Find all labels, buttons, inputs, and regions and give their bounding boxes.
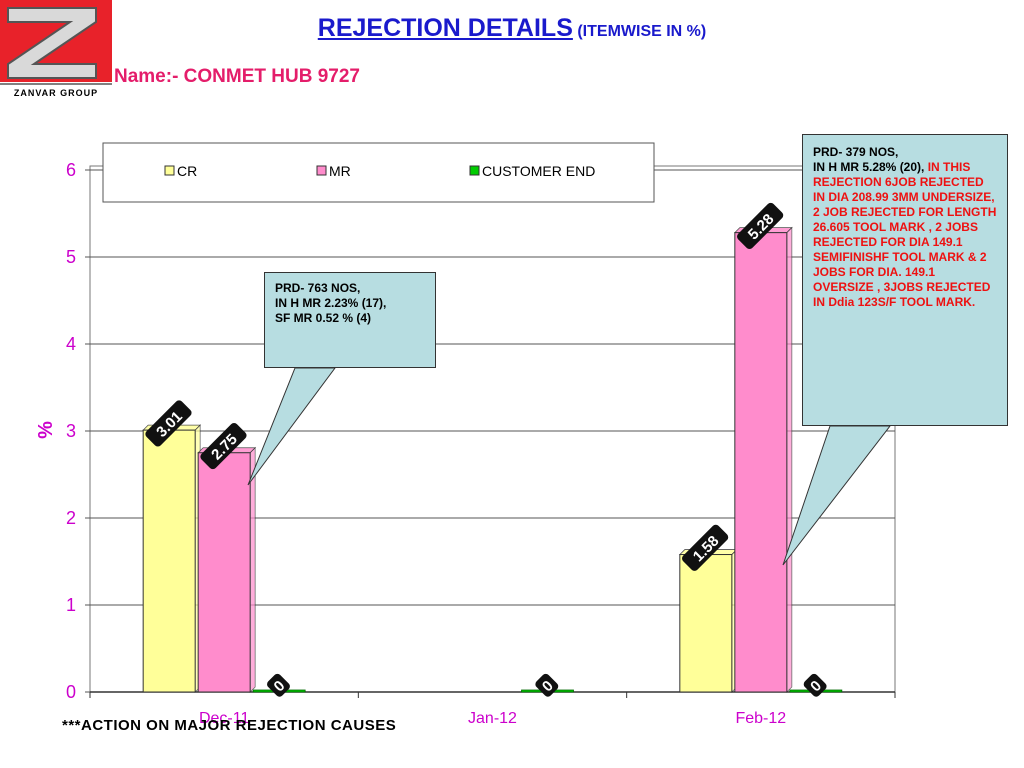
bar-side bbox=[249, 446, 256, 693]
bar-mr bbox=[734, 232, 788, 693]
callout-feb-pointer bbox=[782, 425, 892, 566]
legend-swatch bbox=[469, 165, 480, 176]
legend bbox=[102, 142, 655, 203]
data-label-bg bbox=[682, 524, 729, 571]
callout-feb-highlight: IN THIS REJECTION 6JOB REJECTED IN DIA 2… bbox=[813, 160, 997, 309]
legend-label: MR bbox=[329, 163, 351, 179]
y-tick-label: 0 bbox=[66, 682, 76, 702]
data-label-bg bbox=[145, 400, 192, 447]
x-tick-label: Feb-12 bbox=[735, 710, 786, 727]
y-axis-label: % bbox=[35, 421, 57, 439]
callout-dec-line: IN H MR 2.23% (17), bbox=[275, 296, 387, 310]
data-label: 0 bbox=[535, 673, 559, 697]
legend-swatch bbox=[164, 165, 175, 176]
data-label: 0 bbox=[267, 673, 290, 697]
y-tick-label: 6 bbox=[66, 160, 76, 180]
x-tick-label: Dec-11 bbox=[199, 710, 249, 727]
logo-text: ZANVAR GROUP bbox=[14, 88, 98, 98]
legend-label: CUSTOMER END bbox=[482, 163, 595, 179]
y-tick-label: 1 bbox=[66, 595, 76, 615]
title-suffix: (ITEMWISE IN %) bbox=[577, 23, 707, 40]
y-tick-label: 4 bbox=[66, 334, 76, 354]
title-main: REJECTION DETAILS bbox=[317, 14, 573, 42]
data-label: 0 bbox=[803, 673, 827, 697]
bar-side bbox=[786, 226, 793, 693]
y-tick-label: 3 bbox=[66, 421, 76, 441]
callout-feb-lead-inline: IN H MR 5.28% (20), bbox=[813, 160, 928, 174]
y-tick-label: 2 bbox=[66, 508, 76, 528]
legend-label: CR bbox=[177, 163, 197, 179]
data-label-bg bbox=[737, 202, 784, 250]
x-tick-label: Jan-12 bbox=[468, 710, 517, 727]
callout-dec: PRD- 763 NOS, IN H MR 2.23% (17), SF MR … bbox=[264, 272, 436, 368]
callout-dec-pointer bbox=[247, 367, 336, 486]
legend-swatch bbox=[316, 165, 327, 176]
data-label-bg bbox=[200, 422, 247, 470]
y-tick-label: 5 bbox=[66, 247, 76, 267]
callout-feb-lead: PRD- 379 NOS, bbox=[813, 145, 899, 159]
callout-feb: PRD- 379 NOS, IN H MR 5.28% (20), IN THI… bbox=[802, 134, 1008, 426]
page-subtitle: Name:- CONMET HUB 9727 bbox=[114, 66, 360, 87]
callout-dec-line: SF MR 0.52 % (4) bbox=[275, 311, 372, 325]
bar-mr bbox=[197, 452, 251, 693]
data-label-bg bbox=[267, 673, 290, 697]
footer-note: ***ACTION ON MAJOR REJECTION CAUSES bbox=[62, 717, 397, 734]
bar-cr bbox=[679, 554, 733, 693]
callout-dec-line: PRD- 763 NOS, bbox=[275, 281, 361, 295]
page-title: REJECTION DETAILS (ITEMWISE IN %) bbox=[0, 14, 1024, 43]
data-label-bg bbox=[803, 673, 827, 697]
data-label-bg bbox=[535, 673, 559, 697]
bar-cr bbox=[142, 429, 196, 693]
zanvar-logo: ZANVAR GROUP bbox=[0, 0, 112, 100]
